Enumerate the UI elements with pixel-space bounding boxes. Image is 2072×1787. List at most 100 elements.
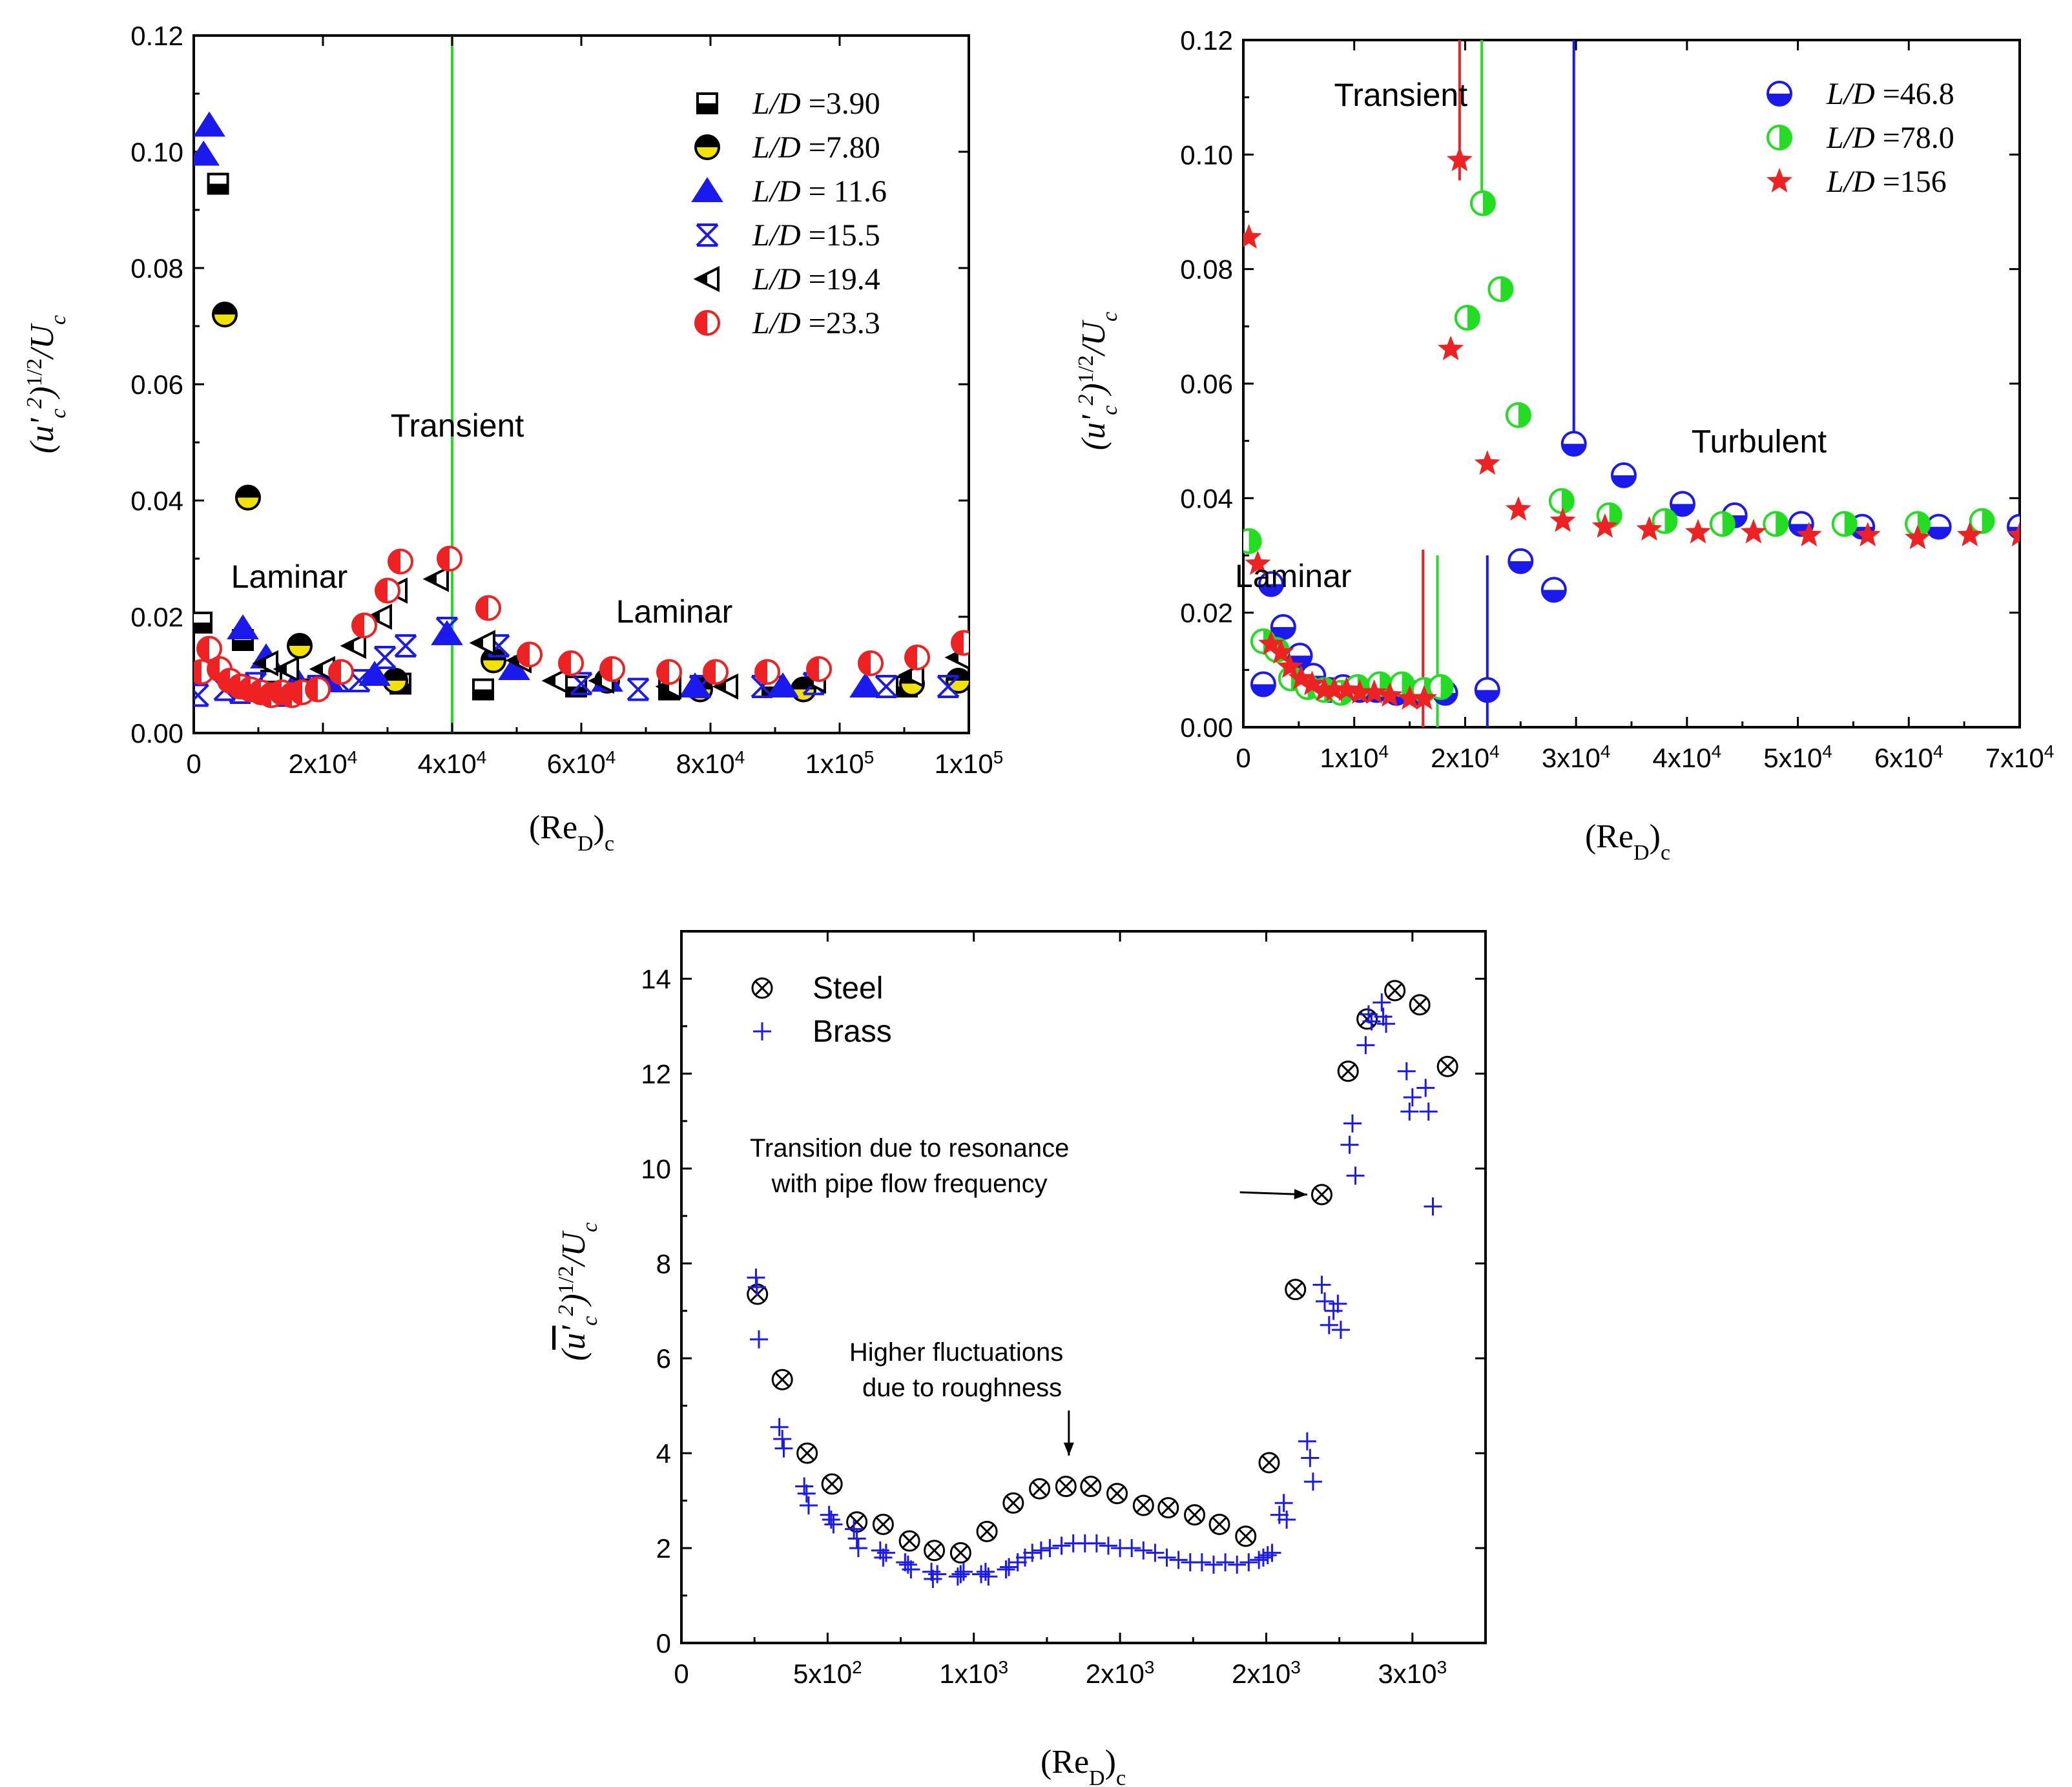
data-point [1763,511,1789,537]
data-point [1000,1558,1019,1576]
legend-c: Steel Brass [751,971,892,1049]
data-point [1427,674,1454,700]
data-point [1359,1005,1378,1024]
data-point [874,1548,893,1567]
data-point [1270,614,1296,640]
y-tick-label: 0.08 [1180,254,1233,285]
data-point [1239,1553,1258,1572]
data-point [422,566,449,592]
legend-marker [696,92,718,114]
data-point [1250,1551,1269,1569]
data-point [1331,1321,1350,1339]
legend-marker [1766,81,1792,107]
legend-b: L/D =46.8 L/D =78.0 L/D =156 [1766,77,1954,199]
data-point [1270,1505,1289,1524]
data-point [1343,1114,1362,1133]
data-point [1377,1015,1396,1033]
annotation: Laminar [1235,558,1352,594]
data-point [1416,1079,1435,1097]
data-point [1419,1102,1438,1121]
data-point [1373,993,1391,1012]
series-circ-yb [212,302,969,703]
data-point [1548,488,1575,514]
legend-label: Brass [813,1015,892,1049]
data-point [771,1369,793,1390]
data-point [1362,1012,1381,1031]
data-point [435,617,459,640]
annotation: Transition due to resonance [750,1134,1069,1162]
data-point [541,667,568,694]
data-point [821,1473,843,1495]
annotation: Higher fluctuations [849,1338,1063,1367]
data-point [340,632,366,659]
plot-frame-c [680,930,1487,1644]
data-point [382,668,408,694]
data-point [1925,513,1952,540]
data-point [1208,1513,1230,1535]
data-point [1560,431,1587,457]
data-point [328,659,354,685]
arrow-head [1063,1442,1074,1456]
data-point [937,675,960,698]
x-tick-label: 1x103 [939,1657,1008,1689]
svg-text:(u'c2)1/2/Uc: (u'c2)1/2/Uc [23,315,70,453]
data-point [1087,1534,1106,1553]
x-tick-label: 2x104 [1431,741,1500,774]
data-point [1099,1536,1117,1555]
series-star-red [1243,147,2020,710]
annotation: with pipe flow frequency [771,1170,1048,1198]
data-point [1340,1135,1359,1154]
data-point [1831,511,1858,537]
data-point [1905,524,1931,550]
data-point [858,650,884,676]
chart-panel-a: 0.00 0.02 0.04 0.06 0.08 0.10 0.12 0 2x104 4x104 6… [23,21,1004,856]
data-point [924,1569,942,1588]
data-point [1278,1510,1296,1529]
chart-panel-b: 0.00 0.02 0.04 0.06 0.08 0.10 0.12 0 1x104 2x104 3… [1074,25,2055,865]
data-point [1854,522,1881,546]
data-point [979,1567,998,1586]
data-point [305,676,331,703]
legend-label: L/D =23.3 [752,306,880,340]
legend-label: L/D =7.80 [752,130,880,165]
data-point [773,1430,792,1449]
data-point [1134,1541,1153,1560]
data-point [627,677,650,701]
data-point [799,1496,818,1514]
data-point [1356,1008,1378,1030]
data-point [227,614,259,639]
data-point [517,641,543,668]
legend-label: L/D =46.8 [1826,77,1954,111]
data-point [599,656,625,682]
series-circ-red [194,546,969,708]
data-point [1258,1546,1277,1565]
data-point [375,577,400,604]
annotation: Laminar [616,594,733,630]
data-point [194,111,225,137]
y-tick-label: 0.06 [130,369,183,400]
data-point [972,1565,991,1584]
data-point [1346,1166,1365,1185]
data-point [876,1544,895,1562]
legend-marker [694,310,720,336]
data-point [558,650,584,676]
y-tick-label: 6 [656,1343,671,1374]
x-axis-label-a: (ReD)c [529,809,614,856]
legend-label: L/D =15.5 [752,218,880,253]
data-point [235,484,261,511]
data-point [747,1278,766,1296]
data-point [366,603,392,630]
data-point [1424,1197,1442,1216]
data-point [1969,508,1995,534]
data-point [1316,1292,1334,1311]
x-tick-label: 5x102 [793,1657,862,1689]
chart-panel-c: 0 2 4 6 8 10 12 14 0 5x102 1x103 2x103 2x103 3x103 Tr… [554,930,1487,1787]
data-point [1299,670,1325,696]
data-point [1311,1184,1332,1206]
data-point [1505,402,1531,428]
data-point [767,672,799,697]
data-point [1298,1432,1316,1451]
legend-marker [1766,168,1792,192]
y-tick-label: 0.04 [130,486,183,516]
data-point [1055,1476,1077,1498]
